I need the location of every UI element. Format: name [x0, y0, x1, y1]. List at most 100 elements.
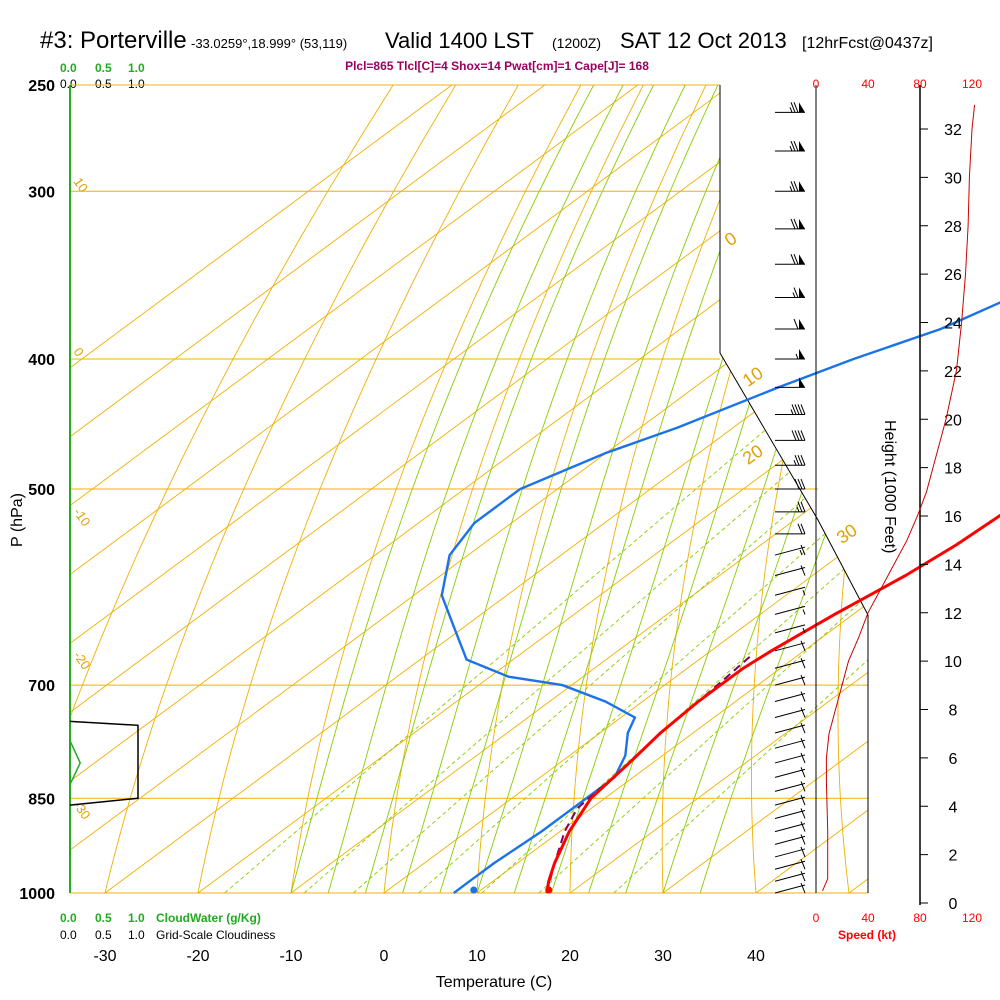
wind-barb-flag: [800, 478, 806, 490]
cloudiness-profile: [69, 720, 139, 806]
isotherm-line: [383, 85, 868, 893]
cloudiness-tick: 0.5: [95, 928, 112, 942]
moist-adiabat-line: [327, 85, 624, 893]
wind-barb-flag: [800, 859, 806, 870]
temperature-tick-label: -30: [93, 948, 116, 965]
wind-barb: [774, 859, 806, 870]
height-tick-label: 22: [944, 364, 962, 381]
wind-barb-flag: [800, 752, 806, 764]
wind-barb-staff: [774, 605, 806, 615]
wind-barb-flag: [800, 674, 806, 686]
wind-barb-flag: [793, 218, 799, 230]
wind-barb-flag: [800, 846, 806, 858]
wind-barb-staff: [774, 642, 806, 652]
wind-barb-staff: [774, 835, 806, 845]
wind-barb-half-flag: [796, 506, 800, 513]
height-tick-label: 14: [944, 557, 962, 574]
background-lines: 1 2 3 5 8 12 20: [70, 85, 868, 918]
wind-barb: [775, 348, 805, 360]
wind-barb-staff: [774, 768, 806, 778]
wind-barb-staff: [774, 848, 806, 858]
wind-barb-flag: [800, 455, 806, 466]
wind-barb-staff: [774, 782, 806, 792]
wind-barb-half-flag: [789, 145, 793, 152]
wind-barb-staff: [774, 709, 806, 718]
mixing-ratio-line: [353, 358, 868, 893]
cloudwater-tick: 0.0: [60, 911, 77, 925]
isotherm-line: [662, 85, 868, 893]
wind-barb: [775, 430, 806, 441]
wind-barb: [775, 478, 806, 490]
isotherm-label: -20: [71, 648, 94, 672]
temperature-tick-label: 10: [468, 948, 486, 965]
speed-tick-label: 0: [813, 77, 820, 91]
speed-tick-label: 120: [962, 77, 982, 91]
cloudwater-tick: 1.0: [128, 911, 145, 925]
wind-barb-staff: [774, 567, 806, 576]
isotherm-line: [70, 85, 453, 893]
wind-barb-flag: [793, 318, 799, 330]
wind-barb-flag: [797, 523, 803, 535]
mixing-ratio-label: 3: [348, 901, 362, 918]
wind-barb: [774, 624, 806, 634]
mixing-ratio-label: 5: [412, 901, 426, 918]
wind-barb-pennant: [799, 102, 805, 113]
wind-barb-flag: [794, 404, 800, 415]
wind-barb-half-flag: [802, 609, 806, 615]
dry-adiabat-line: [104, 85, 456, 893]
wind-barb-staff: [774, 546, 806, 556]
cloudiness-tick: 1.0: [128, 77, 145, 91]
wind-barb-flag: [800, 882, 806, 894]
wind-barb-flag: [800, 737, 806, 749]
cloud-scale-top: 0.0 0.5 1.0 0.0 0.5 1.0: [60, 61, 145, 91]
height-tick-label: 6: [949, 751, 958, 768]
cloudiness-label: Grid-Scale Cloudiness: [156, 928, 275, 942]
wind-barb: [775, 523, 806, 535]
wind-barb: [774, 707, 806, 718]
wind-barb-staff: [774, 659, 806, 669]
wind-barb-pennant: [799, 377, 805, 388]
wind-barb: [774, 658, 806, 669]
wind-barb-pennant: [799, 287, 805, 298]
wind-barb: [774, 722, 806, 734]
mixing-ratio-label: 8: [475, 901, 489, 918]
isotherm-label: 30: [833, 520, 861, 548]
dry-adiabat-line: [290, 85, 582, 893]
indices-line: Plcl=865 Tlcl[C]=4 Shox=14 Pwat[cm]=1 Ca…: [345, 59, 649, 73]
cloudiness-tick: 0.0: [60, 928, 77, 942]
speed-tick-label: 120: [962, 911, 982, 925]
wind-barb-flag: [797, 478, 803, 490]
wind-barb-half-flag: [795, 353, 799, 360]
utc-time: (1200Z): [552, 35, 601, 51]
wind-barb-flag: [793, 181, 799, 192]
speed-tick-label: 80: [913, 77, 927, 91]
pressure-label: 300: [28, 184, 55, 201]
wind-barb-staff: [774, 676, 806, 686]
mixing-ratio-label: 12: [532, 897, 552, 917]
wind-barb-flag: [800, 871, 806, 882]
temperature-tick-label: -10: [279, 948, 302, 965]
station-title: #3: Porterville: [40, 27, 187, 54]
isotherm-label: 20: [739, 441, 767, 469]
wind-barb: [775, 377, 805, 388]
height-tick-label: 4: [949, 799, 958, 816]
wind-barb-flag: [791, 404, 797, 415]
wind-barb: [774, 586, 806, 596]
wind-barb-flag: [800, 834, 806, 845]
wind-barb-staff: [774, 754, 806, 764]
dry-adiabat-line: [70, 85, 394, 893]
wind-barb: [775, 140, 805, 152]
mixing-ratio-label: 2: [298, 901, 312, 918]
wind-barb: [774, 781, 806, 792]
height-tick-label: 8: [949, 703, 958, 720]
wind-barb: [774, 674, 806, 686]
wind-barb-flag: [800, 691, 806, 702]
wind-barb-flag: [797, 404, 803, 415]
wind-barb-flag: [794, 478, 800, 490]
height-tick-label: 10: [944, 654, 962, 671]
wind-barb-flag: [800, 640, 806, 652]
wind-barb-staff: [774, 823, 806, 833]
dry-adiabat-line: [476, 85, 707, 893]
pressure-label: 1000: [19, 886, 55, 903]
